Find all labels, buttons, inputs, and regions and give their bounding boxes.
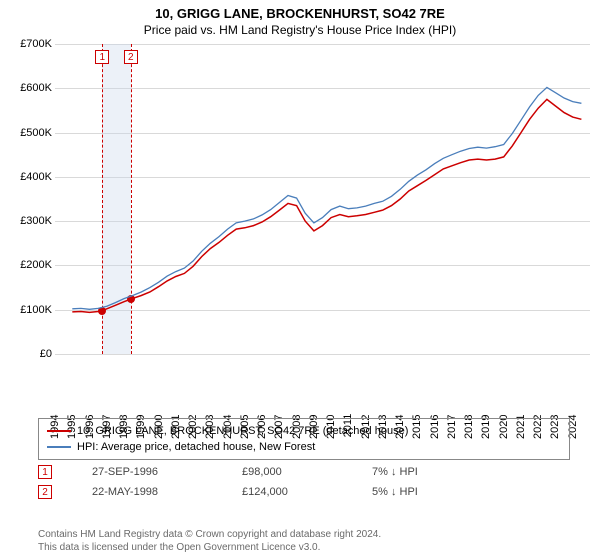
plot-svg xyxy=(55,44,590,354)
y-tick-label: £0 xyxy=(40,348,52,360)
y-tick-label: £600K xyxy=(20,82,52,94)
transaction-row: 2 22-MAY-1998 £124,000 5% ↓ HPI xyxy=(38,482,580,502)
transactions: 1 27-SEP-1996 £98,000 7% ↓ HPI 2 22-MAY-1998 £… xyxy=(38,462,580,502)
y-tick-label: £100K xyxy=(20,304,52,316)
y-tick-label: £300K xyxy=(20,215,52,227)
chart-title: 10, GRIGG LANE, BROCKENHURST, SO42 7RE xyxy=(0,0,600,21)
series-line xyxy=(72,87,581,309)
credit: Contains HM Land Registry data © Crown c… xyxy=(38,528,580,554)
y-tick-label: £500K xyxy=(20,127,52,139)
y-tick-label: £200K xyxy=(20,259,52,271)
credit-line: This data is licensed under the Open Gov… xyxy=(38,541,580,554)
legend-row: 10, GRIGG LANE, BROCKENHURST, SO42 7RE (… xyxy=(47,423,561,439)
chart-subtitle: Price paid vs. HM Land Registry's House … xyxy=(0,21,600,37)
transaction-badge: 1 xyxy=(38,465,52,479)
y-tick-label: £700K xyxy=(20,38,52,50)
legend-label: 10, GRIGG LANE, BROCKENHURST, SO42 7RE (… xyxy=(77,423,408,439)
series-line xyxy=(72,99,581,312)
legend-row: HPI: Average price, detached house, New … xyxy=(47,439,561,455)
y-tick-label: £400K xyxy=(20,171,52,183)
legend: 10, GRIGG LANE, BROCKENHURST, SO42 7RE (… xyxy=(38,418,570,460)
transaction-price: £124,000 xyxy=(242,486,332,498)
transaction-delta: 5% ↓ HPI xyxy=(372,486,418,498)
legend-swatch xyxy=(47,430,71,432)
transaction-date: 22-MAY-1998 xyxy=(92,486,202,498)
legend-label: HPI: Average price, detached house, New … xyxy=(77,439,315,455)
legend-swatch xyxy=(47,446,71,448)
chart-area: £0£100K£200K£300K£400K£500K£600K£700K 19… xyxy=(0,44,600,414)
transaction-delta: 7% ↓ HPI xyxy=(372,466,418,478)
transaction-price: £98,000 xyxy=(242,466,332,478)
transaction-badge: 2 xyxy=(38,485,52,499)
credit-line: Contains HM Land Registry data © Crown c… xyxy=(38,528,580,541)
transaction-row: 1 27-SEP-1996 £98,000 7% ↓ HPI xyxy=(38,462,580,482)
transaction-date: 27-SEP-1996 xyxy=(92,466,202,478)
